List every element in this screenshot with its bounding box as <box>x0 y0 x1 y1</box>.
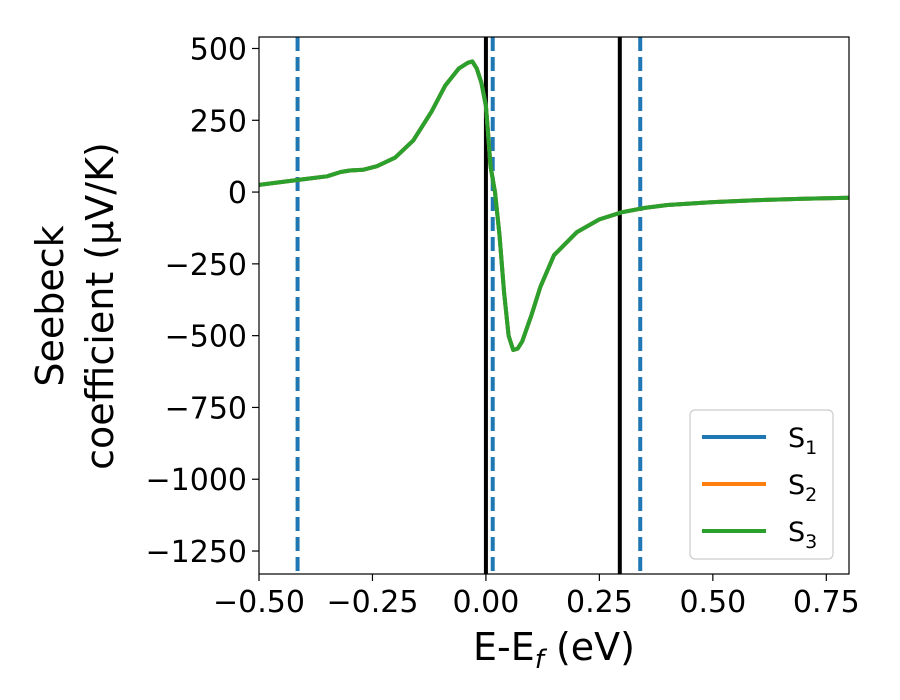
legend-label-subscript: 3 <box>805 531 817 553</box>
y-tick-label: 0 <box>228 176 247 211</box>
legend-label-subscript: 2 <box>805 484 817 506</box>
y-tick-label: −1250 <box>146 535 247 570</box>
plot-frame <box>258 36 850 575</box>
series-layer <box>259 59 849 352</box>
legend-label-main: S <box>788 517 805 548</box>
legend-label-s3: S3 <box>788 517 817 553</box>
y-tick-label: −1000 <box>146 463 247 498</box>
y-tick-label: 250 <box>190 104 247 139</box>
y-tick-label: 500 <box>190 32 247 67</box>
legend-label-s1: S1 <box>788 423 817 459</box>
legend-label-s2: S2 <box>788 470 817 506</box>
y-axis-label: Seebeck coefficient (μV/K) <box>28 142 122 470</box>
y-tick-label: −500 <box>165 320 247 355</box>
y-axis-label-line-1: Seebeck <box>28 225 72 386</box>
series-line-s3 <box>259 59 849 352</box>
y-axis-ticks: 500 250 0 −250 −500 −750 −1000 −1250 <box>146 32 259 570</box>
x-axis-label-units: (eV) <box>544 625 635 669</box>
x-tick-label: −0.50 <box>213 585 305 620</box>
x-tick-label: 0.25 <box>566 585 633 620</box>
y-tick-label: −750 <box>165 391 247 426</box>
y-tick-label: −250 <box>165 248 247 283</box>
y-axis-label-line-2: coefficient (μV/K) <box>78 142 122 470</box>
x-tick-label: 0.00 <box>453 585 520 620</box>
reference-lines <box>295 37 643 574</box>
legend-label-subscript: 1 <box>805 437 817 459</box>
legend-label-main: S <box>788 470 805 501</box>
x-tick-label: 0.50 <box>679 585 746 620</box>
x-tick-label: 0.75 <box>793 585 860 620</box>
legend-label-main: S <box>788 423 805 454</box>
x-axis-label: E-Ef (eV) <box>473 625 635 675</box>
x-tick-label: −0.25 <box>326 585 418 620</box>
x-axis-ticks: −0.50 −0.25 0.00 0.25 0.50 0.75 <box>213 574 860 620</box>
